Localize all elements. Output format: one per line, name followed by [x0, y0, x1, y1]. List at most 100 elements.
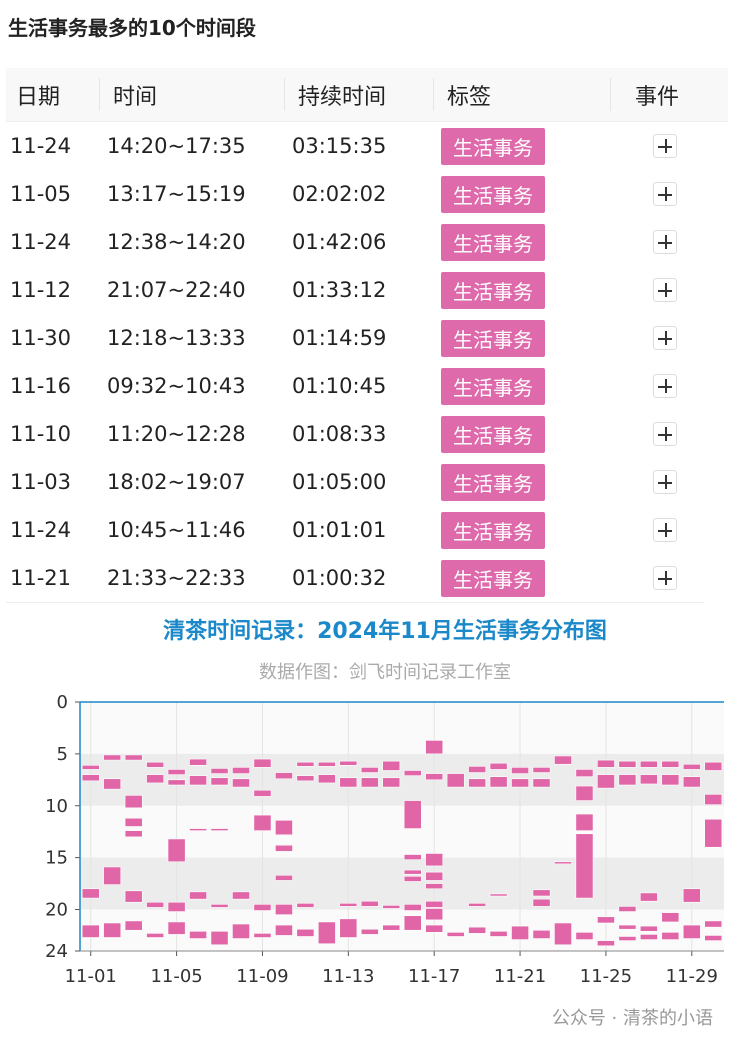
time-block	[403, 875, 422, 882]
table-cell: 02:02:02	[292, 182, 387, 206]
time-block	[511, 778, 529, 788]
time-block	[124, 920, 143, 931]
table-row: 11-21 21:33~22:33 01:00:32 生活事务	[6, 554, 704, 603]
y-tick-label: 15	[45, 848, 68, 869]
time-block	[189, 891, 207, 900]
time-block	[597, 774, 615, 789]
tag-cell: 生活事务	[441, 218, 545, 266]
time-block	[704, 761, 723, 771]
column-header: 日期	[16, 84, 61, 110]
table-cell: 12:38~14:20	[107, 230, 246, 254]
time-block	[81, 764, 100, 770]
time-block	[661, 912, 680, 923]
add-event-button[interactable]	[653, 278, 677, 302]
watermark: 公众号 · 清茶的小语	[552, 1008, 713, 1029]
time-block	[167, 921, 186, 935]
add-event-button[interactable]	[653, 134, 677, 158]
time-block	[597, 940, 615, 947]
add-event-button[interactable]	[653, 566, 677, 590]
add-event-button[interactable]	[653, 182, 677, 206]
add-event-button[interactable]	[653, 326, 677, 350]
column-header: 持续时间	[298, 84, 387, 110]
time-block	[189, 758, 207, 766]
time-block	[403, 800, 422, 829]
time-block	[146, 774, 165, 784]
time-block	[382, 760, 401, 771]
time-block	[403, 854, 422, 860]
table-cell: 12:18~13:33	[107, 326, 246, 350]
time-block	[253, 904, 272, 911]
time-block	[167, 769, 186, 775]
time-block	[489, 776, 508, 788]
tag: 生活事务	[441, 319, 545, 357]
table-row: 11-05 13:17~15:19 02:02:02 生活事务	[6, 170, 704, 219]
column-separator	[610, 78, 611, 111]
add-event-button[interactable]	[653, 230, 677, 254]
time-block	[360, 777, 379, 788]
time-block	[489, 893, 508, 897]
column-header: 时间	[113, 84, 158, 110]
tag-cell: 生活事务	[441, 506, 545, 554]
x-tick-label: 11-01	[65, 966, 117, 987]
table-cell: 09:32~10:43	[107, 374, 246, 398]
time-block	[146, 761, 165, 768]
time-block	[167, 779, 186, 786]
time-block	[554, 922, 572, 946]
tag: 生活事务	[441, 559, 545, 597]
table-cell: 11-12	[10, 278, 72, 302]
add-event-button[interactable]	[653, 374, 677, 398]
time-block	[425, 871, 444, 881]
time-block	[124, 817, 143, 827]
time-block	[575, 932, 594, 940]
x-tick-label: 11-17	[408, 966, 460, 987]
time-block	[639, 760, 658, 768]
table-cell: 01:05:00	[292, 470, 387, 494]
page-title: 生活事务最多的10个时间段	[8, 16, 256, 40]
tag: 生活事务	[441, 367, 545, 405]
time-block	[81, 888, 100, 899]
table-cell: 11-10	[10, 422, 72, 446]
add-event-button[interactable]	[653, 470, 677, 494]
add-event-button[interactable]	[653, 422, 677, 446]
table-row: 11-03 18:02~19:07 01:05:00 生活事务	[6, 458, 704, 507]
table-cell: 01:10:45	[292, 374, 387, 398]
time-block	[210, 828, 229, 831]
tag-cell: 生活事务	[441, 410, 545, 458]
time-block	[425, 740, 444, 755]
table-cell: 11-03	[10, 470, 72, 494]
tag: 生活事务	[441, 127, 545, 165]
time-block	[489, 930, 508, 937]
time-block	[661, 932, 680, 940]
table-cell: 21:07~22:40	[107, 278, 246, 302]
add-event-button[interactable]	[653, 518, 677, 542]
tag: 生活事务	[441, 175, 545, 213]
time-block	[360, 928, 379, 935]
tag-cell: 生活事务	[441, 170, 545, 218]
time-block	[317, 761, 336, 767]
time-block	[275, 904, 293, 915]
table-cell: 21:33~22:33	[107, 566, 246, 590]
time-block	[661, 760, 680, 768]
table-cell: 11-21	[10, 566, 72, 590]
table-row: 11-10 11:20~12:28 01:08:33 生活事务	[6, 410, 704, 459]
time-block	[232, 767, 250, 774]
table-cell: 01:01:01	[292, 518, 387, 542]
time-block	[704, 935, 723, 941]
table-row: 11-16 09:32~10:43 01:10:45 生活事务	[6, 362, 704, 411]
time-block	[232, 778, 250, 788]
time-block	[146, 933, 165, 938]
tag-cell: 生活事务	[441, 554, 545, 602]
table-row: 11-24 10:45~11:46 01:01:01 生活事务	[6, 506, 704, 555]
time-block	[232, 923, 250, 939]
table-cell: 11-05	[10, 182, 72, 206]
tag: 生活事务	[441, 511, 545, 549]
time-block	[554, 861, 572, 865]
x-tick-label: 11-25	[580, 966, 632, 987]
time-block	[682, 888, 701, 903]
time-block	[425, 853, 444, 867]
time-block	[704, 818, 723, 848]
table-cell: 11-24	[10, 230, 72, 254]
time-block	[210, 768, 229, 774]
chart-title: 清茶时间记录：2024年11月生活事务分布图	[163, 618, 607, 644]
